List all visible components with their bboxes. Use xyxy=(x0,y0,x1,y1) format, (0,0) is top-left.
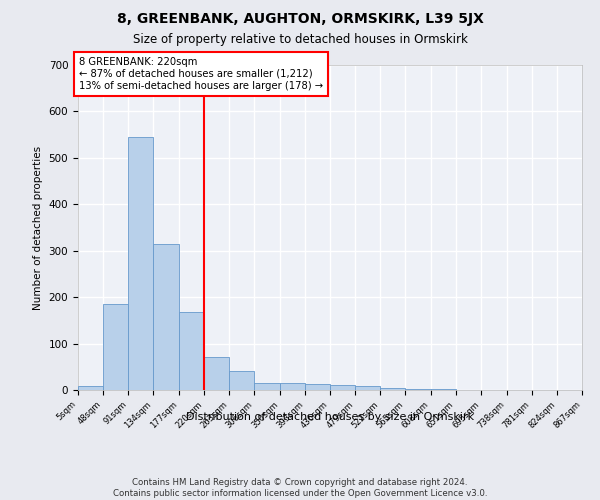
Text: Distribution of detached houses by size in Ormskirk: Distribution of detached houses by size … xyxy=(186,412,474,422)
Bar xyxy=(128,136,154,390)
Text: 8 GREENBANK: 220sqm
← 87% of detached houses are smaller (1,212)
13% of semi-det: 8 GREENBANK: 220sqm ← 87% of detached ho… xyxy=(79,58,323,90)
Bar xyxy=(355,386,380,390)
Bar xyxy=(431,389,456,390)
Y-axis label: Number of detached properties: Number of detached properties xyxy=(33,146,43,310)
Bar xyxy=(179,312,204,390)
Bar xyxy=(254,382,280,390)
Bar xyxy=(229,372,254,390)
Bar xyxy=(330,385,355,390)
Bar xyxy=(380,388,406,390)
Bar xyxy=(305,384,330,390)
Bar xyxy=(78,386,103,390)
Text: Contains HM Land Registry data © Crown copyright and database right 2024.
Contai: Contains HM Land Registry data © Crown c… xyxy=(113,478,487,498)
Bar xyxy=(280,383,305,390)
Text: 8, GREENBANK, AUGHTON, ORMSKIRK, L39 5JX: 8, GREENBANK, AUGHTON, ORMSKIRK, L39 5JX xyxy=(116,12,484,26)
Bar xyxy=(103,304,128,390)
Bar xyxy=(204,357,229,390)
Bar xyxy=(154,244,179,390)
Text: Size of property relative to detached houses in Ormskirk: Size of property relative to detached ho… xyxy=(133,32,467,46)
Bar xyxy=(406,388,431,390)
